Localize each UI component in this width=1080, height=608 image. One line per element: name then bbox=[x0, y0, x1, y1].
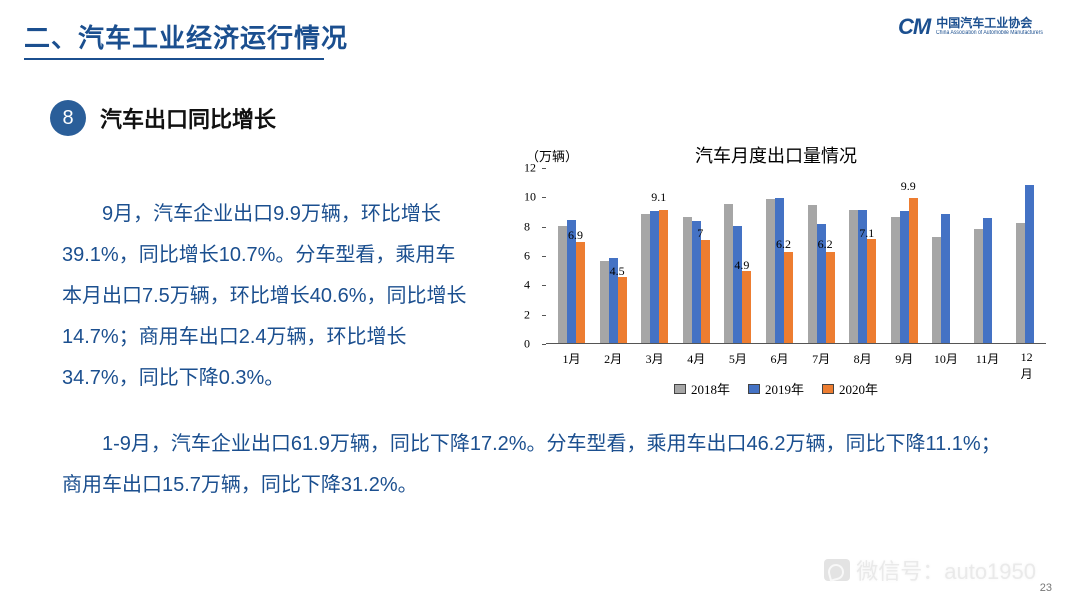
y-tick: 6 bbox=[524, 249, 530, 264]
title-underline bbox=[24, 58, 324, 60]
y-tick: 10 bbox=[524, 190, 536, 205]
paragraph-1: 9月，汽车企业出口9.9万辆，环比增长39.1%，同比增长10.7%。分车型看，… bbox=[62, 194, 472, 399]
watermark-text: 微信号：auto1950 bbox=[856, 554, 1036, 586]
subsection-header: 8 汽车出口同比增长 bbox=[50, 100, 276, 136]
bar bbox=[900, 211, 909, 343]
x-label: 3月 bbox=[646, 350, 664, 367]
bar bbox=[891, 217, 900, 343]
logo-cn: 中国汽车工业协会 bbox=[936, 17, 1062, 30]
bar bbox=[775, 198, 784, 343]
bar bbox=[1016, 223, 1025, 343]
section-title: 二、汽车工业经济运行情况 bbox=[24, 18, 348, 55]
legend-item: 2018年 bbox=[674, 379, 730, 398]
chart-plot-area: 0246810121月2月3月4月5月6月7月8月9月10月11月12月6.94… bbox=[546, 168, 1046, 344]
value-label: 7.1 bbox=[859, 226, 874, 241]
bar bbox=[733, 226, 742, 343]
paragraph-2: 1-9月，汽车企业出口61.9万辆，同比下降17.2%。分车型看，乘用车出口46… bbox=[62, 424, 1012, 506]
subsection-badge: 8 bbox=[50, 100, 86, 136]
bar bbox=[766, 199, 775, 343]
bar bbox=[659, 210, 668, 343]
bar bbox=[600, 261, 609, 343]
bar bbox=[974, 229, 983, 343]
bar bbox=[983, 218, 992, 343]
value-label: 9.9 bbox=[901, 179, 916, 194]
y-tick: 2 bbox=[524, 307, 530, 322]
bar bbox=[1025, 185, 1034, 343]
export-chart: （万辆） 汽车月度出口量情况 0246810121月2月3月4月5月6月7月8月… bbox=[498, 140, 1054, 400]
legend-item: 2019年 bbox=[748, 379, 804, 398]
y-tick: 0 bbox=[524, 337, 530, 352]
bar bbox=[558, 226, 567, 343]
watermark: 微信号：auto1950 bbox=[824, 554, 1036, 586]
chart-title: 汽车月度出口量情况 bbox=[498, 142, 1054, 168]
value-label: 6.2 bbox=[818, 237, 833, 252]
x-label: 1月 bbox=[562, 350, 580, 367]
x-label: 9月 bbox=[895, 350, 913, 367]
bar bbox=[618, 277, 627, 343]
x-label: 7月 bbox=[812, 350, 830, 367]
x-label: 8月 bbox=[854, 350, 872, 367]
bar bbox=[742, 271, 751, 343]
value-label: 9.1 bbox=[651, 190, 666, 205]
value-label: 7 bbox=[697, 226, 703, 241]
chart-legend: 2018年 2019年 2020年 bbox=[498, 379, 1054, 398]
bar bbox=[724, 204, 733, 343]
bar bbox=[683, 217, 692, 343]
value-label: 6.9 bbox=[568, 228, 583, 243]
bar bbox=[576, 242, 585, 343]
bar bbox=[641, 214, 650, 343]
bar bbox=[867, 239, 876, 343]
bar bbox=[784, 252, 793, 343]
x-label: 2月 bbox=[604, 350, 622, 367]
x-label: 12月 bbox=[1021, 350, 1038, 382]
wechat-icon bbox=[824, 559, 850, 581]
bar bbox=[650, 211, 659, 343]
bar bbox=[808, 205, 817, 343]
bar bbox=[826, 252, 835, 343]
x-label: 6月 bbox=[770, 350, 788, 367]
x-label: 5月 bbox=[729, 350, 747, 367]
y-tick: 4 bbox=[524, 278, 530, 293]
logo-en: China Association of Automobile Manufact… bbox=[936, 30, 1043, 37]
bar bbox=[941, 214, 950, 343]
x-label: 4月 bbox=[687, 350, 705, 367]
y-tick: 8 bbox=[524, 219, 530, 234]
x-label: 10月 bbox=[934, 350, 958, 367]
bar bbox=[909, 198, 918, 343]
value-label: 4.9 bbox=[734, 258, 749, 273]
value-label: 4.5 bbox=[610, 264, 625, 279]
y-tick: 12 bbox=[524, 161, 536, 176]
logo-mark: CM bbox=[898, 14, 930, 40]
value-label: 6.2 bbox=[776, 237, 791, 252]
bar bbox=[701, 240, 710, 343]
bar bbox=[849, 210, 858, 343]
bar bbox=[932, 237, 941, 343]
legend-item: 2020年 bbox=[822, 379, 878, 398]
x-label: 11月 bbox=[976, 350, 1000, 367]
subsection-title: 汽车出口同比增长 bbox=[100, 102, 276, 134]
org-logo: CM 中国汽车工业协会 China Association of Automob… bbox=[898, 14, 1062, 40]
page-number: 23 bbox=[1040, 582, 1052, 594]
